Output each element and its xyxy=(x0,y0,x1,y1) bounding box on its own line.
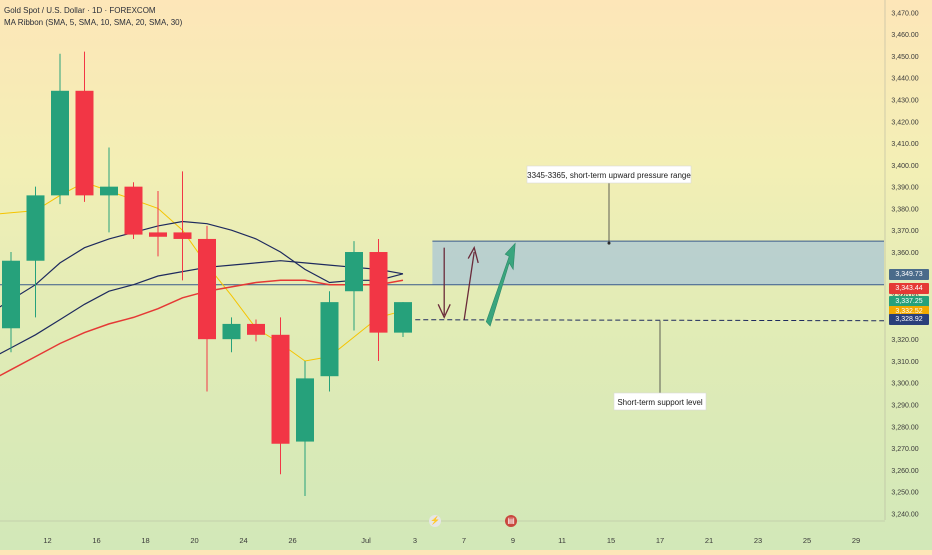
resistance-label: 3345-3365, short-term upward pressure ra… xyxy=(527,171,691,180)
x-tick-label: 3 xyxy=(413,536,417,545)
lightning-icon[interactable]: ⚡ xyxy=(429,515,441,527)
x-tick-label: 16 xyxy=(92,536,100,545)
x-tick-label: 7 xyxy=(462,536,466,545)
candle-body[interactable] xyxy=(2,260,20,329)
candle-body[interactable] xyxy=(26,195,45,261)
y-tick-label: 3,290.00 xyxy=(891,403,918,410)
support-label: Short-term support level xyxy=(617,398,703,407)
sma-line-sma-10 xyxy=(0,279,404,377)
y-tick-label: 3,440.00 xyxy=(891,76,918,83)
candle-body[interactable] xyxy=(75,90,94,196)
support-line[interactable] xyxy=(415,319,885,322)
us-flag-icon[interactable]: ▤ xyxy=(505,515,517,527)
candle-body[interactable] xyxy=(369,252,388,333)
y-tick-label: 3,270.00 xyxy=(891,446,918,453)
y-tick-label: 3,240.00 xyxy=(891,511,918,518)
x-tick-label: 12 xyxy=(43,536,51,545)
x-tick-label: 23 xyxy=(754,536,762,545)
candle-body[interactable] xyxy=(51,90,69,196)
forecast-up-arrowhead xyxy=(467,245,479,264)
x-tick-label: 21 xyxy=(705,536,713,545)
candle-body[interactable] xyxy=(124,186,143,235)
y-tick-label: 3,390.00 xyxy=(891,185,918,192)
candle-body[interactable] xyxy=(100,186,118,196)
forecast-up-arrow xyxy=(463,251,475,320)
candle-body[interactable] xyxy=(198,238,216,340)
y-tick-label: 3,250.00 xyxy=(891,490,918,497)
forecast-big-up-arrow xyxy=(485,242,516,327)
x-tick-label: 15 xyxy=(607,536,615,545)
candle-body[interactable] xyxy=(271,334,290,444)
support-label-box[interactable] xyxy=(613,392,707,411)
price-tag: 3,343.44 xyxy=(889,282,929,294)
y-tick-label: 3,310.00 xyxy=(891,359,918,366)
x-tick-label: 11 xyxy=(558,536,566,545)
sma-line-sma-30 xyxy=(0,260,404,355)
resistance-label-box[interactable] xyxy=(526,165,692,184)
x-tick-label: 25 xyxy=(803,536,811,545)
forecast-down-arrowhead xyxy=(437,304,451,319)
price-tag: 3,349.73 xyxy=(889,268,929,280)
indicator-title: MA Ribbon (SMA, 5, SMA, 10, SMA, 20, SMA… xyxy=(4,18,183,27)
y-tick-label: 3,370.00 xyxy=(891,228,918,235)
pressure-zone[interactable] xyxy=(432,241,884,285)
x-tick-label: 26 xyxy=(288,536,296,545)
y-tick-label: 3,260.00 xyxy=(891,468,918,475)
x-tick-label: 18 xyxy=(141,536,149,545)
candle-body[interactable] xyxy=(222,323,241,340)
candle-body[interactable] xyxy=(296,378,314,442)
symbol-title: Gold Spot / U.S. Dollar · 1D · FOREXCOM xyxy=(4,6,156,15)
y-tick-label: 3,300.00 xyxy=(891,381,918,388)
y-tick-label: 3,450.00 xyxy=(891,54,918,61)
y-tick-label: 3,410.00 xyxy=(891,141,918,148)
resistance-callout-dot xyxy=(607,241,611,245)
x-tick-label: 20 xyxy=(190,536,198,545)
y-tick-label: 3,430.00 xyxy=(891,98,918,105)
y-tick-label: 3,470.00 xyxy=(891,10,918,17)
candle-body[interactable] xyxy=(394,302,412,333)
candle-body[interactable] xyxy=(173,232,192,239)
y-tick-label: 3,420.00 xyxy=(891,119,918,126)
y-tick-label: 3,400.00 xyxy=(891,163,918,170)
y-tick-label: 3,320.00 xyxy=(891,337,918,344)
candle-body[interactable] xyxy=(149,232,167,237)
sma-line-sma-20 xyxy=(0,220,404,308)
x-tick-label: Jul xyxy=(361,536,371,545)
x-tick-label: 24 xyxy=(239,536,247,545)
price-tag: 3,332.52 xyxy=(889,306,929,318)
candle-body[interactable] xyxy=(345,252,363,292)
price-tag: 3,328.92 xyxy=(889,314,929,326)
x-tick-label: 9 xyxy=(511,536,515,545)
y-tick-label: 3,280.00 xyxy=(891,424,918,431)
y-tick-label: 3,460.00 xyxy=(891,32,918,39)
x-tick-label: 17 xyxy=(656,536,664,545)
y-tick-label: 3,380.00 xyxy=(891,206,918,213)
y-tick-label: 3,360.00 xyxy=(891,250,918,257)
candle-body[interactable] xyxy=(320,302,339,377)
candle-body[interactable] xyxy=(247,323,265,335)
x-tick-label: 29 xyxy=(852,536,860,545)
price-tag: 3,337.25 xyxy=(889,296,929,308)
